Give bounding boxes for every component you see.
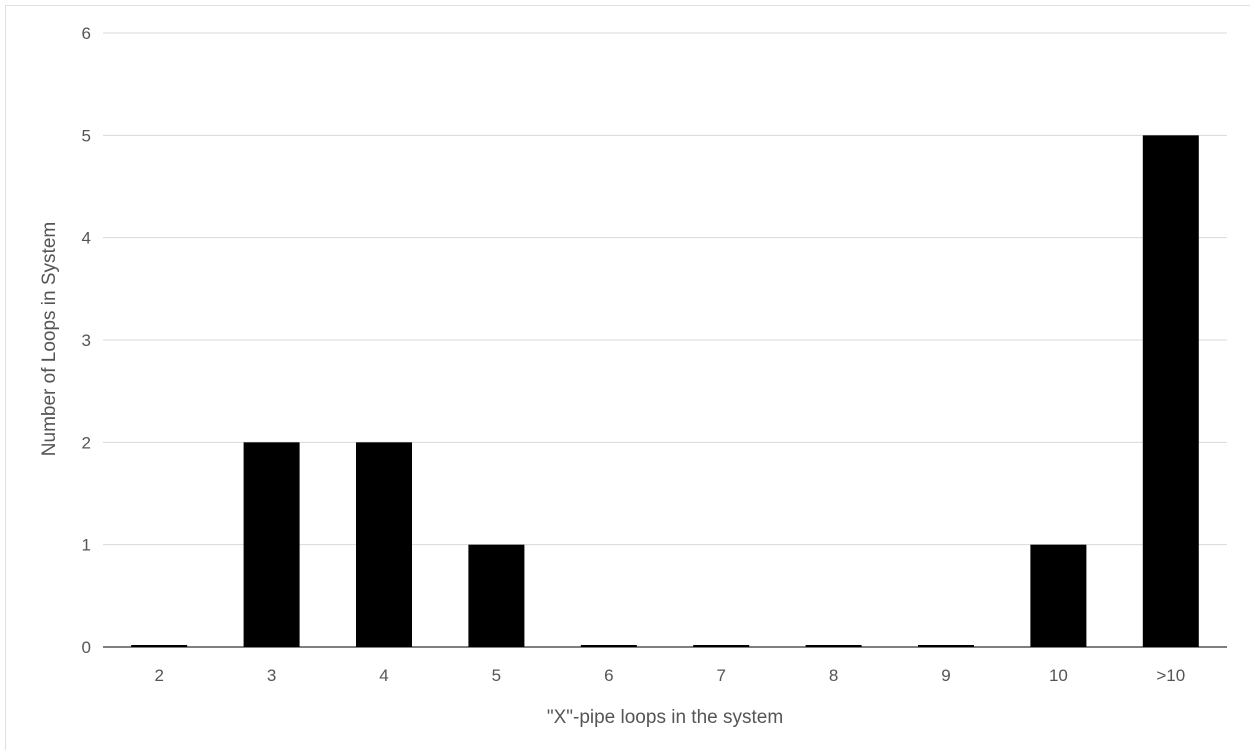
bar-2 [131,645,188,647]
x-tick-label: 8 [829,666,838,685]
x-axis-title: "X"-pipe loops in the system [547,707,783,728]
bar-9 [918,645,974,647]
x-tick-label: 6 [604,666,613,685]
x-tick-label: 5 [492,666,501,685]
y-tick-label: 6 [82,24,91,43]
bar-8 [805,645,862,647]
y-tick-label: 3 [82,331,91,350]
y-axis-ticks: 0 1 2 3 4 5 6 [82,24,91,657]
x-tick-label: 4 [379,666,388,685]
x-tick-label: 10 [1049,666,1068,685]
bar->10 [1142,135,1199,648]
x-tick-label: 9 [941,666,950,685]
bar-6 [580,645,637,647]
bar-7 [693,645,750,647]
bars [131,135,1199,648]
x-tick-label: >10 [1156,666,1185,685]
y-axis-title: Number of Loops in System [39,222,60,456]
y-tick-label: 1 [82,536,91,555]
y-tick-label: 2 [82,433,91,452]
y-tick-label: 5 [82,126,91,145]
x-tick-label: 2 [154,666,163,685]
bar-5 [468,544,525,647]
bar-3 [243,442,300,647]
y-tick-label: 4 [82,229,91,248]
y-tick-label: 0 [82,638,91,657]
x-tick-label: 3 [267,666,276,685]
x-axis-ticks: 2 3 4 5 6 7 8 9 10 >10 [154,666,1185,685]
bar-10 [1030,544,1087,647]
bar-4 [356,442,412,647]
x-tick-label: 7 [716,666,725,685]
